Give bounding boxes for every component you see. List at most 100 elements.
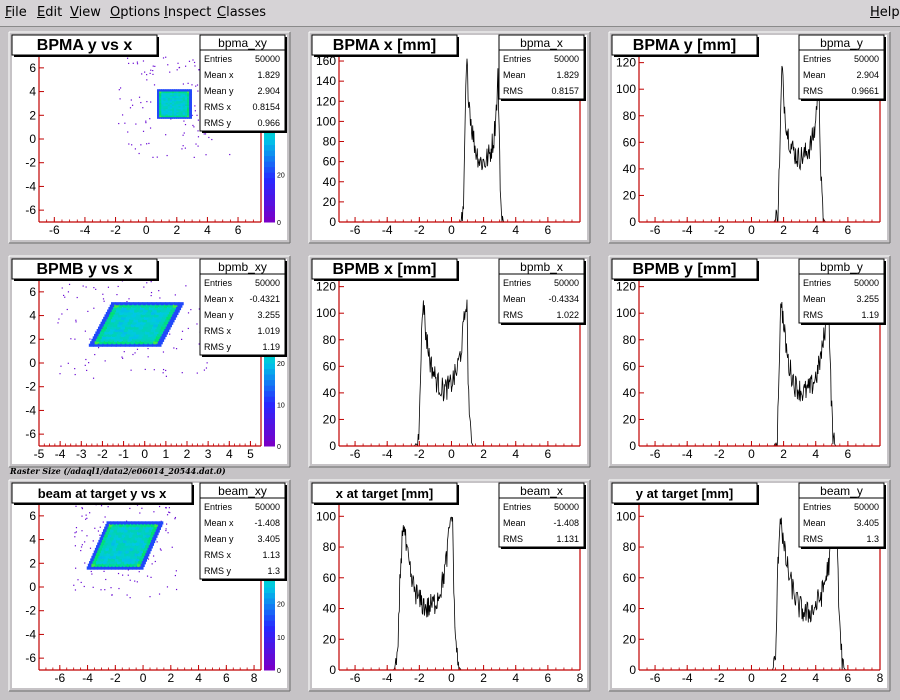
heatmap-cell xyxy=(163,97,167,100)
heatmap-cell xyxy=(132,542,137,546)
heatmap-cell xyxy=(174,309,180,313)
palette-tick-label: 20 xyxy=(277,602,285,609)
heatmap-cell xyxy=(146,526,151,530)
x-tick-label: 6 xyxy=(545,223,552,237)
heatmap-cell xyxy=(107,550,112,554)
stats-name: beam_x xyxy=(520,484,563,498)
scatter-point xyxy=(168,511,170,513)
heatmap-cell xyxy=(169,89,173,92)
menu-file[interactable]: File xyxy=(5,5,27,20)
stats-key: Mean y xyxy=(204,534,234,544)
heatmap-cell xyxy=(167,90,171,94)
stats-key: Entries xyxy=(503,54,532,64)
x-tick-label: 0 xyxy=(143,223,150,237)
heatmap-cell xyxy=(120,326,126,330)
heatmap-cell xyxy=(115,319,121,323)
heatmap-cell xyxy=(117,324,123,328)
heatmap-cell xyxy=(141,329,147,333)
heatmap-cell xyxy=(139,534,144,538)
heatmap-cell xyxy=(137,539,142,544)
x-tick-label: -2 xyxy=(714,223,725,237)
heatmap-cell xyxy=(128,329,134,333)
heatmap-cell xyxy=(133,302,139,306)
heatmap-cell xyxy=(189,111,192,115)
heatmap-cell xyxy=(126,324,132,328)
stats-value: 1.131 xyxy=(556,534,579,544)
heatmap-cell xyxy=(176,108,180,111)
menu-help[interactable]: Help xyxy=(870,5,900,20)
menu-inspect[interactable]: Inspect xyxy=(164,5,212,20)
menu-edit[interactable]: Edit xyxy=(37,5,63,20)
scatter-point xyxy=(95,288,97,290)
scatter-point xyxy=(104,589,106,591)
heatmap-cell xyxy=(169,108,173,111)
heatmap-cell xyxy=(159,321,165,325)
heatmap-cell xyxy=(165,103,169,106)
scatter-point xyxy=(150,281,152,283)
heatmap-cell xyxy=(157,102,160,105)
scatter-point xyxy=(160,520,162,522)
stats-name: beam_y xyxy=(820,484,863,498)
heatmap-cell xyxy=(178,97,182,100)
stats-frame xyxy=(199,258,286,356)
x-tick-label: 6 xyxy=(223,671,230,685)
heatmap-cell xyxy=(107,566,112,570)
heatmap-cell xyxy=(176,106,180,110)
stats-value: -1.408 xyxy=(254,518,280,528)
scatter-point xyxy=(74,589,77,591)
heatmap-cell xyxy=(115,539,121,544)
heatmap-cell xyxy=(180,98,184,102)
heatmap-cell xyxy=(180,108,184,111)
heatmap-cell xyxy=(103,316,109,320)
menu-classes[interactable]: Classes xyxy=(217,5,266,20)
heatmap-cell xyxy=(157,98,160,102)
heatmap-cell xyxy=(174,116,177,119)
heatmap-cell xyxy=(133,555,138,560)
heatmap-cell xyxy=(102,326,108,330)
heatmap-cell xyxy=(159,106,162,110)
heatmap-cell xyxy=(122,338,129,342)
heatmap-cell xyxy=(110,561,115,565)
heatmap-cell xyxy=(153,526,158,530)
heatmap-cell xyxy=(157,105,160,108)
title-shadow xyxy=(192,485,194,504)
scatter-point xyxy=(94,527,96,529)
scatter-point xyxy=(147,558,150,560)
heatmap-cell xyxy=(161,316,167,320)
x-tick-label: -2 xyxy=(110,223,121,237)
menu-view[interactable]: View xyxy=(70,5,101,20)
heatmap-cell xyxy=(97,343,103,347)
stats-key: Mean x xyxy=(204,70,234,80)
heatmap-cell xyxy=(121,534,126,538)
scatter-point xyxy=(143,286,145,288)
heatmap-cell xyxy=(189,106,192,110)
heatmap-cell xyxy=(125,550,130,554)
heatmap-cell xyxy=(116,309,122,313)
heatmap-cell xyxy=(165,116,169,119)
heatmap-cell xyxy=(122,523,128,528)
scatter-point xyxy=(185,65,187,67)
y-tick-label: 100 xyxy=(316,509,336,523)
heatmap-cell xyxy=(121,558,126,562)
stats-value: 0.8157 xyxy=(551,86,579,96)
y-tick-label: 80 xyxy=(323,333,337,347)
heatmap-cell xyxy=(134,529,139,533)
heatmap-cell xyxy=(152,316,158,320)
heatmap-cell xyxy=(126,555,131,560)
menu-options[interactable]: Options xyxy=(110,5,161,20)
stats-key: RMS y xyxy=(204,566,232,576)
plot-title-box: y at target [mm] xyxy=(611,482,759,505)
stats-frame xyxy=(498,34,585,100)
scatter-point xyxy=(173,347,175,349)
heatmap-cell xyxy=(161,106,165,110)
